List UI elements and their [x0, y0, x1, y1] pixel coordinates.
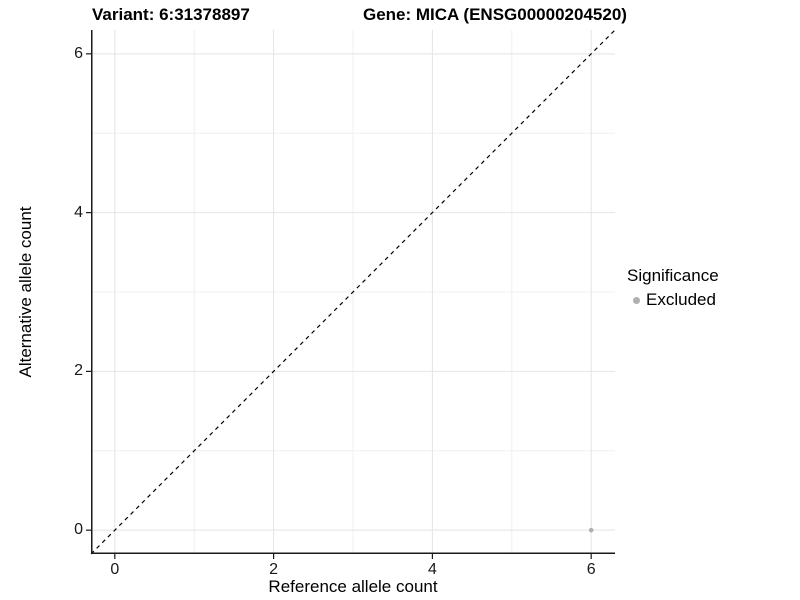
plot-panel: 0 2 4 6 0 2 4 6 — [74, 29, 616, 578]
x-tick-label: 4 — [427, 561, 437, 578]
y-tick-label: 6 — [74, 44, 83, 62]
y-axis-title: Alternative allele count — [16, 206, 35, 378]
y-tick-label: 0 — [74, 521, 83, 539]
legend-title: Significance — [627, 266, 719, 285]
legend-entry: Excluded — [627, 290, 719, 310]
identity-line — [90, 29, 616, 555]
dot-icon — [632, 296, 640, 304]
plot-title-variant: Variant: 6:31378897 — [92, 5, 250, 24]
x-tick-label: 0 — [110, 561, 120, 578]
x-tick-label: 6 — [586, 561, 596, 578]
legend: Significance Excluded — [627, 266, 719, 310]
x-axis-title: Reference allele count — [268, 577, 438, 596]
x-tick-label: 2 — [269, 561, 279, 578]
plot-title-gene: Gene: MICA (ENSG00000204520) — [363, 5, 627, 24]
y-tick-label: 2 — [74, 362, 83, 380]
legend-entry-label: Excluded — [646, 290, 716, 309]
chart-canvas — [86, 29, 616, 559]
legend-key — [627, 291, 645, 309]
y-tick-label: 4 — [74, 203, 83, 221]
data-point — [588, 527, 594, 533]
